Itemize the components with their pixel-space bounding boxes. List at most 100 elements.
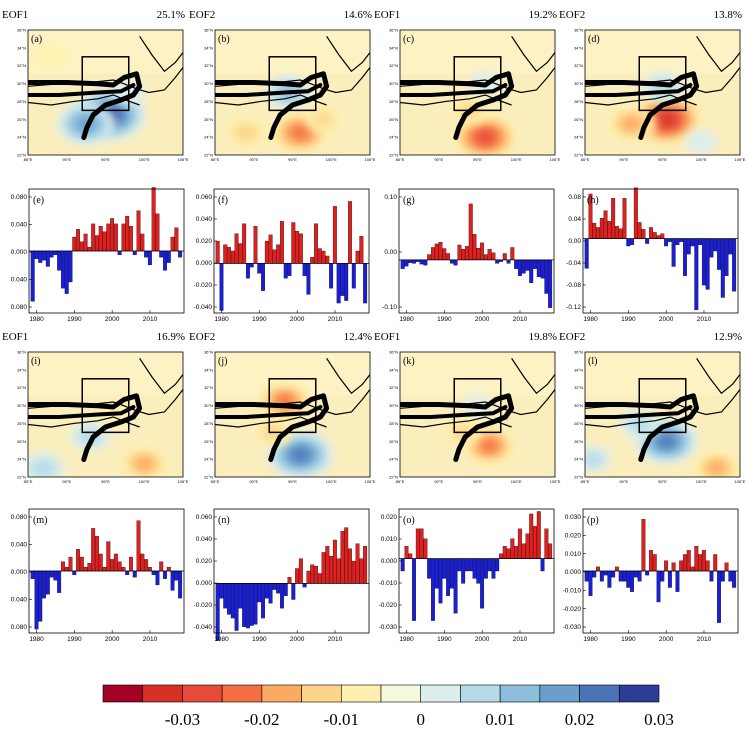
time-series-bar bbox=[683, 238, 687, 276]
y-tick-label: -0.020 bbox=[563, 606, 582, 613]
y-tick-label: 28°N bbox=[204, 421, 213, 426]
x-tick-label: 105°E bbox=[178, 157, 189, 162]
time-series-bar bbox=[283, 263, 288, 279]
time-series-bar bbox=[517, 528, 522, 559]
x-tick-label: 105°E bbox=[735, 479, 746, 484]
time-series-bar bbox=[295, 231, 300, 264]
time-series-bar bbox=[442, 558, 447, 579]
anomaly-contour bbox=[476, 130, 495, 144]
time-series-bar bbox=[412, 558, 416, 621]
time-series-bar bbox=[110, 218, 115, 252]
variance-label: 19.2% bbox=[529, 9, 557, 21]
y-tick-label: 36°N bbox=[389, 350, 398, 355]
y-tick-label: 0.010 bbox=[381, 536, 398, 543]
time-series-bar bbox=[57, 250, 62, 271]
time-series-bar bbox=[295, 568, 300, 584]
panel-letter: (d) bbox=[588, 34, 600, 45]
time-series-bar bbox=[121, 566, 126, 572]
time-series-bar bbox=[611, 198, 616, 239]
time-series-bar bbox=[732, 570, 737, 588]
y-tick-label: 30°N bbox=[574, 81, 583, 86]
colorbar-label: 0 bbox=[416, 710, 425, 729]
x-tick-label: 90°E bbox=[249, 479, 258, 484]
time-series-bar bbox=[694, 238, 699, 311]
x-tick-label: 2010 bbox=[513, 636, 528, 643]
time-series-bar bbox=[321, 552, 326, 584]
time-series-bar bbox=[42, 250, 46, 261]
time-series-bar bbox=[529, 259, 534, 284]
y-tick-label: 32°N bbox=[204, 63, 213, 68]
time-series-bar bbox=[533, 259, 537, 269]
y-tick-label: 0.10 bbox=[384, 194, 397, 201]
y-tick-label: 34°N bbox=[204, 367, 213, 372]
time-series-bar bbox=[529, 513, 534, 559]
time-series-bar bbox=[223, 583, 228, 609]
time-series-bar bbox=[525, 533, 530, 559]
time-series-bar bbox=[438, 558, 443, 604]
x-tick-label: 2010 bbox=[143, 316, 158, 323]
time-series-bar bbox=[480, 558, 485, 609]
time-series-bar bbox=[667, 570, 672, 588]
y-tick-label: 0.020 bbox=[196, 558, 213, 565]
anomaly-contour bbox=[684, 130, 718, 153]
time-series-bar bbox=[298, 558, 303, 584]
y-tick-label: 22°N bbox=[17, 153, 26, 158]
time-series-bar bbox=[314, 223, 318, 264]
border-line bbox=[511, 357, 555, 395]
y-tick-label: 34°N bbox=[17, 367, 26, 372]
time-series-bar bbox=[45, 250, 50, 267]
bar-frame bbox=[398, 188, 555, 314]
y-tick-label: 22°N bbox=[574, 475, 583, 480]
x-tick-label: 85°E bbox=[581, 479, 590, 484]
time-series-bar bbox=[72, 236, 77, 252]
river-path bbox=[400, 71, 515, 140]
time-series-bar bbox=[98, 553, 103, 572]
time-series-bar bbox=[321, 250, 326, 264]
time-series-bar bbox=[219, 263, 224, 311]
x-tick-label: 105°E bbox=[365, 157, 376, 162]
y-tick-label: 32°N bbox=[389, 63, 398, 68]
time-series-bar bbox=[536, 511, 541, 559]
time-series-bar bbox=[113, 553, 118, 572]
anomaly-contour bbox=[621, 116, 642, 132]
time-series-bar bbox=[155, 213, 160, 252]
x-tick-label: 100°E bbox=[139, 157, 150, 162]
time-series-bar bbox=[264, 240, 269, 264]
colorbar-swatch bbox=[460, 684, 501, 703]
y-tick-label: -0.010 bbox=[379, 580, 398, 587]
colorbar-swatch bbox=[579, 684, 620, 703]
y-tick-label: 24°N bbox=[204, 135, 213, 140]
colorbar-label: -0.02 bbox=[244, 710, 279, 729]
time-series-bar bbox=[355, 250, 360, 264]
time-series-bar bbox=[540, 259, 545, 279]
y-tick-label: 34°N bbox=[574, 367, 583, 372]
time-series-bar bbox=[215, 240, 220, 264]
y-tick-label: 0.080 bbox=[11, 194, 28, 201]
eof-title: EOF1 bbox=[374, 331, 400, 343]
time-series-bar bbox=[637, 222, 642, 239]
time-series-bar bbox=[166, 250, 171, 263]
time-series-bar bbox=[614, 226, 619, 239]
bar-frame bbox=[213, 508, 370, 634]
time-series-bar bbox=[79, 241, 84, 252]
y-tick-label: 30°N bbox=[204, 81, 213, 86]
time-series-bar bbox=[476, 558, 481, 584]
y-tick-label: -0.030 bbox=[379, 624, 398, 631]
time-series-bar bbox=[276, 583, 281, 594]
y-tick-label: 0.020 bbox=[196, 238, 213, 245]
variance-label: 16.9% bbox=[157, 331, 185, 343]
colorbar-swatch bbox=[261, 684, 302, 703]
map-frame bbox=[214, 351, 371, 478]
time-series-bar bbox=[679, 560, 684, 572]
study-region-box bbox=[81, 378, 130, 434]
x-tick-label: 2000 bbox=[659, 316, 674, 323]
x-tick-label: 85°E bbox=[24, 157, 33, 162]
colorbar-label: 0.01 bbox=[485, 710, 515, 729]
river-path bbox=[400, 393, 515, 462]
time-series-bar bbox=[548, 543, 553, 559]
time-series-bar bbox=[521, 543, 526, 559]
x-tick-label: 2010 bbox=[328, 316, 343, 323]
time-series-bar bbox=[495, 259, 500, 264]
time-series-bar bbox=[430, 558, 435, 621]
border-line bbox=[139, 357, 183, 395]
